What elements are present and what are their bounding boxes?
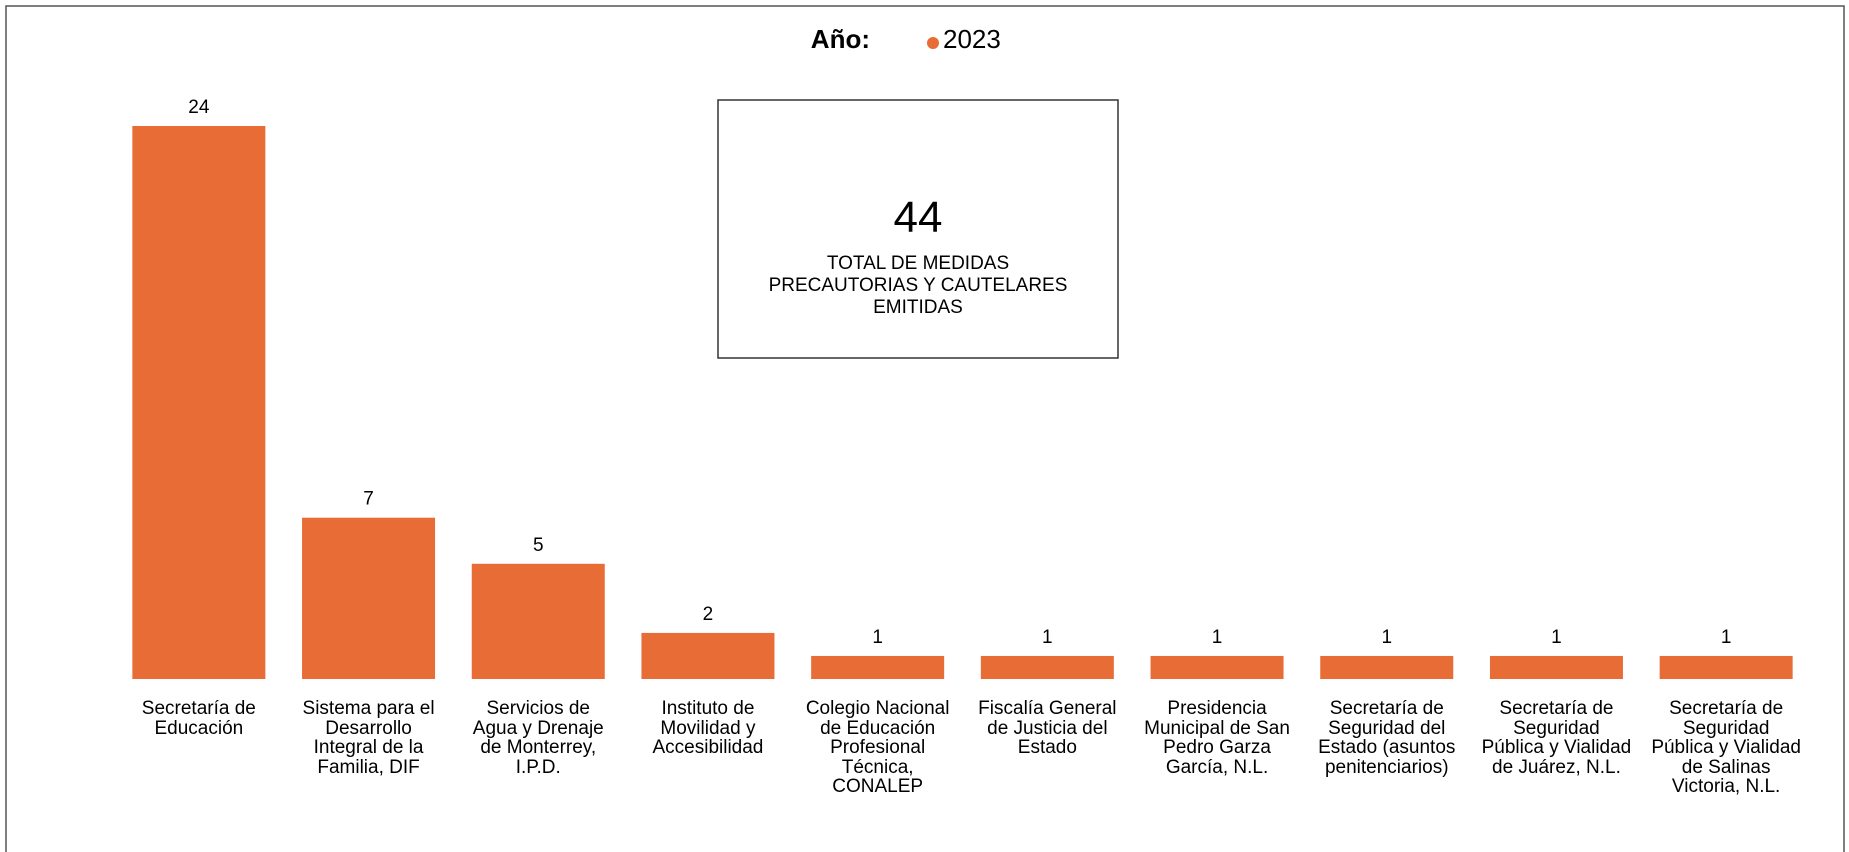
bar [471,563,605,679]
value-label: 1 [1042,627,1053,648]
x-tick-label: Fiscalía General de Justicia del Estado [978,698,1117,758]
value-label: 1 [1551,627,1562,648]
bar [1320,655,1454,679]
x-tick-label: Sistema para el Desarrollo Integral de l… [302,698,435,778]
legend-label: 2023 [943,24,1001,54]
x-tick-label: Instituto de Movilidad y Accesibilidad [652,698,764,758]
frame [5,5,1845,852]
bar [1489,655,1623,679]
value-label: 5 [533,535,544,556]
x-tick-label: Presidencia Municipal de San Pedro Garza… [1144,698,1290,778]
total-label: TOTAL DE MEDIDAS PRECAUTORIAS Y CAUTELAR… [768,253,1068,318]
x-tick-label: Servicios de Agua y Drenaje de Monterrey… [472,698,604,778]
x-tick-label: Secretaría de Seguridad Pública y Vialid… [1651,698,1801,797]
value-label: 1 [1212,627,1223,648]
x-tick-label: Secretaría de Seguridad del Estado (asun… [1318,698,1456,778]
x-tick-label: Colegio Nacional de Educación Profesiona… [805,698,950,797]
bar [1150,655,1284,679]
value-label: 1 [1721,627,1732,648]
bar [811,655,945,679]
x-tick-label: Secretaría de Seguridad Pública y Vialid… [1481,698,1632,778]
value-label: 24 [188,97,210,118]
bar [302,517,436,679]
value-label: 2 [703,604,714,625]
x-tick-label: Secretaría de Educación [141,698,256,739]
total-box [717,99,1119,359]
bar [980,655,1114,679]
value-label: 7 [363,489,374,510]
total-value: 44 [893,193,943,242]
bar [641,632,775,679]
bar [1659,655,1793,679]
legend-title: Año: [811,24,870,54]
value-label: 1 [872,627,883,648]
legend-swatch [927,37,939,49]
value-label: 1 [1381,627,1392,648]
bar [132,126,266,679]
